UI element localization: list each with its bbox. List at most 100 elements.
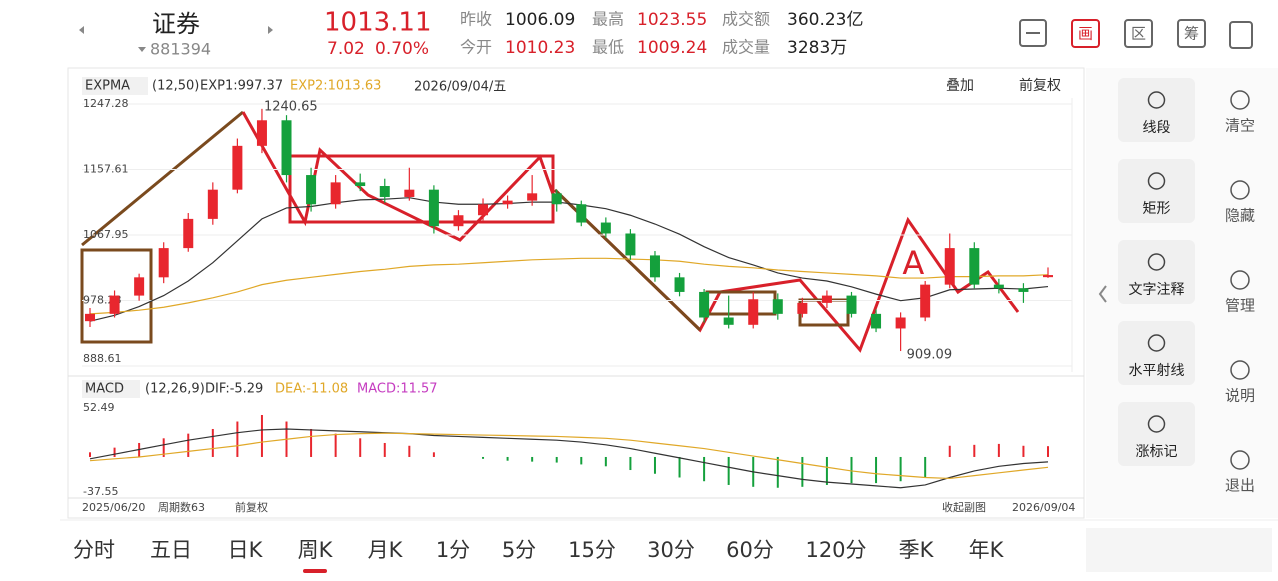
candle-body xyxy=(1043,275,1053,278)
tool-button[interactable] xyxy=(1118,240,1195,304)
stat-value: 1009.24 xyxy=(637,38,707,58)
candle-body xyxy=(134,277,145,296)
side-label[interactable]: 说明 xyxy=(1225,387,1255,405)
period-tab[interactable]: 分时 xyxy=(73,538,115,562)
icon-label: 画 xyxy=(1078,25,1093,43)
candle-body xyxy=(576,204,587,223)
period-tab[interactable]: 15分 xyxy=(568,538,616,562)
period-tab[interactable]: 5分 xyxy=(502,538,536,562)
period-tab[interactable]: 月K xyxy=(368,538,404,562)
tab-settings[interactable] xyxy=(1086,528,1272,572)
tool-button[interactable] xyxy=(1118,159,1195,223)
period-tab[interactable]: 周K xyxy=(298,538,334,562)
legend-entry: EXP1:997.37 xyxy=(200,79,283,94)
footer-label: 周期数63 xyxy=(158,501,205,514)
stat-label: 成交额 xyxy=(722,10,770,29)
icon-minimize[interactable] xyxy=(1019,19,1047,47)
period-tab[interactable]: 30分 xyxy=(647,538,695,562)
tool-icon xyxy=(1147,415,1166,433)
candle-body xyxy=(895,317,906,329)
stat-value: 1006.09 xyxy=(505,10,575,30)
tool-icon xyxy=(1147,91,1166,109)
legend-entry: DIF:-5.29 xyxy=(205,382,263,397)
stat-label: 昨收 xyxy=(460,10,492,29)
icon-phone[interactable] xyxy=(1229,21,1253,49)
last-price: 1013.11 xyxy=(324,8,432,38)
y-tick-label: 1247.28 xyxy=(83,97,129,110)
indicator-box[interactable] xyxy=(82,77,148,95)
stat-value: 1010.23 xyxy=(505,38,575,58)
expma-line xyxy=(89,257,1049,315)
candle-body xyxy=(944,248,955,285)
max-label: 1240.65 xyxy=(264,99,318,114)
side-label[interactable]: 退出 xyxy=(1225,477,1255,495)
indicator-name: EXPMA xyxy=(85,79,130,94)
chart-panel xyxy=(67,67,1085,519)
footer-label: 前复权 xyxy=(235,500,268,514)
stat-label: 今开 xyxy=(460,38,492,57)
period-tab[interactable]: 60分 xyxy=(726,538,774,562)
candle-body xyxy=(207,189,218,219)
stock-code: 881394 xyxy=(150,40,211,59)
y-tick-label: -37.55 xyxy=(83,485,118,498)
period-tab[interactable]: 120分 xyxy=(805,538,866,562)
macd-line xyxy=(89,428,1049,489)
candle-body xyxy=(846,295,857,314)
tool-button[interactable] xyxy=(1118,78,1195,142)
candle-body xyxy=(723,317,734,325)
drawn-text: A xyxy=(902,244,924,282)
y-tick-label: 888.61 xyxy=(83,352,122,365)
tool-label: 文字注释 xyxy=(1129,282,1185,298)
period-tab[interactable]: 年K xyxy=(969,538,1005,562)
stat-value: 3283万 xyxy=(787,38,847,58)
candle-body xyxy=(748,299,759,325)
candle-body xyxy=(772,299,783,314)
tool-icon xyxy=(1147,334,1166,352)
icon-button[interactable] xyxy=(1071,19,1100,48)
footer-label: 2026/09/04 xyxy=(1012,501,1075,514)
collapse-arrow[interactable] xyxy=(1098,285,1107,303)
side-label[interactable]: 隐藏 xyxy=(1225,207,1255,225)
drawn-box xyxy=(288,154,555,224)
indicator-box[interactable] xyxy=(82,380,140,398)
tool-label: 水平射线 xyxy=(1129,363,1185,379)
footer-label[interactable]: 收起副图 xyxy=(942,500,986,514)
overlay-button[interactable]: 叠加 xyxy=(946,78,974,94)
side-icon[interactable] xyxy=(1230,180,1250,200)
adjust-button[interactable]: 前复权 xyxy=(1019,77,1061,94)
tool-button[interactable] xyxy=(1118,321,1195,385)
legend-entry: DEA:-11.08 xyxy=(275,382,348,397)
drawn-line xyxy=(81,110,244,247)
icon-label: 区 xyxy=(1131,25,1146,43)
next-arrow[interactable] xyxy=(268,26,273,34)
period-tab[interactable]: 1分 xyxy=(436,538,470,562)
candle-body xyxy=(183,218,194,249)
candle-body xyxy=(109,295,120,314)
candle-body xyxy=(428,189,439,227)
tool-button[interactable] xyxy=(1118,402,1195,466)
icon-button[interactable] xyxy=(1124,19,1153,48)
side-icon[interactable] xyxy=(1230,360,1250,380)
drawn-box xyxy=(80,248,153,344)
side-icon[interactable] xyxy=(1230,450,1250,470)
side-label[interactable]: 管理 xyxy=(1225,297,1255,315)
candle-body xyxy=(379,186,390,197)
side-icon[interactable] xyxy=(1230,270,1250,290)
legend-entry: EXP2:1013.63 xyxy=(290,79,381,94)
candle-body xyxy=(821,295,832,303)
period-tab[interactable]: 季K xyxy=(899,538,935,562)
prev-arrow[interactable] xyxy=(79,26,84,34)
tool-label: 矩形 xyxy=(1143,201,1171,217)
indicator-name: MACD xyxy=(85,382,124,397)
price-change-pct: 0.70% xyxy=(375,39,429,59)
side-icon[interactable] xyxy=(1230,90,1250,110)
side-label[interactable]: 清空 xyxy=(1225,117,1255,135)
candle-body xyxy=(600,222,611,234)
period-tab[interactable]: 日K xyxy=(228,538,264,562)
price-change: 7.02 xyxy=(327,39,365,59)
stat-label: 成交量 xyxy=(722,38,770,57)
period-tab[interactable]: 五日 xyxy=(150,538,192,562)
icon-button[interactable] xyxy=(1177,19,1206,48)
candle-body xyxy=(871,313,882,329)
